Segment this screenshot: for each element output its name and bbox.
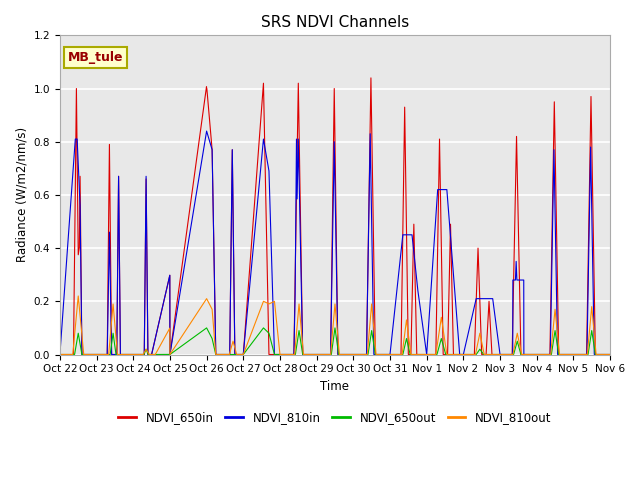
NDVI_650out — [556, 352, 563, 358]
NDVI_810in — [606, 352, 614, 358]
NDVI_650in — [606, 352, 614, 358]
NDVI_810in — [556, 352, 563, 358]
NDVI_650in — [401, 137, 408, 143]
NDVI_810out — [267, 300, 275, 306]
NDVI_810out — [74, 293, 82, 299]
NDVI_810out — [56, 352, 64, 358]
NDVI_810in — [553, 297, 561, 303]
Text: MB_tule: MB_tule — [68, 51, 124, 64]
NDVI_650out — [553, 338, 561, 344]
Line: NDVI_810in: NDVI_810in — [60, 131, 610, 355]
NDVI_650out — [203, 325, 211, 331]
NDVI_650in — [267, 352, 275, 358]
NDVI_810out — [553, 323, 561, 328]
NDVI_650out — [122, 352, 129, 358]
Line: NDVI_810out: NDVI_810out — [60, 296, 610, 355]
NDVI_650out — [577, 352, 585, 358]
NDVI_650out — [267, 337, 275, 343]
NDVI_650out — [401, 346, 408, 351]
NDVI_650in — [553, 232, 561, 238]
X-axis label: Time: Time — [321, 380, 349, 393]
NDVI_650in — [122, 352, 129, 358]
Line: NDVI_650in: NDVI_650in — [60, 78, 610, 355]
NDVI_650out — [56, 352, 64, 358]
NDVI_810in — [122, 352, 129, 358]
NDVI_810out — [122, 352, 130, 358]
NDVI_810in — [203, 128, 211, 134]
NDVI_810out — [556, 349, 563, 355]
NDVI_810out — [606, 352, 614, 358]
NDVI_810in — [267, 225, 275, 231]
NDVI_810out — [577, 352, 585, 358]
NDVI_810in — [577, 352, 585, 358]
NDVI_810in — [56, 352, 64, 358]
Y-axis label: Radiance (W/m2/nm/s): Radiance (W/m2/nm/s) — [15, 127, 28, 263]
NDVI_650out — [606, 352, 614, 358]
NDVI_650in — [577, 352, 585, 358]
NDVI_650in — [367, 75, 375, 81]
NDVI_650in — [56, 352, 64, 358]
NDVI_810out — [401, 336, 408, 341]
NDVI_650in — [556, 352, 563, 358]
Title: SRS NDVI Channels: SRS NDVI Channels — [260, 15, 409, 30]
Line: NDVI_650out: NDVI_650out — [60, 328, 610, 355]
Legend: NDVI_650in, NDVI_810in, NDVI_650out, NDVI_810out: NDVI_650in, NDVI_810in, NDVI_650out, NDV… — [114, 406, 556, 428]
NDVI_810in — [401, 232, 408, 238]
